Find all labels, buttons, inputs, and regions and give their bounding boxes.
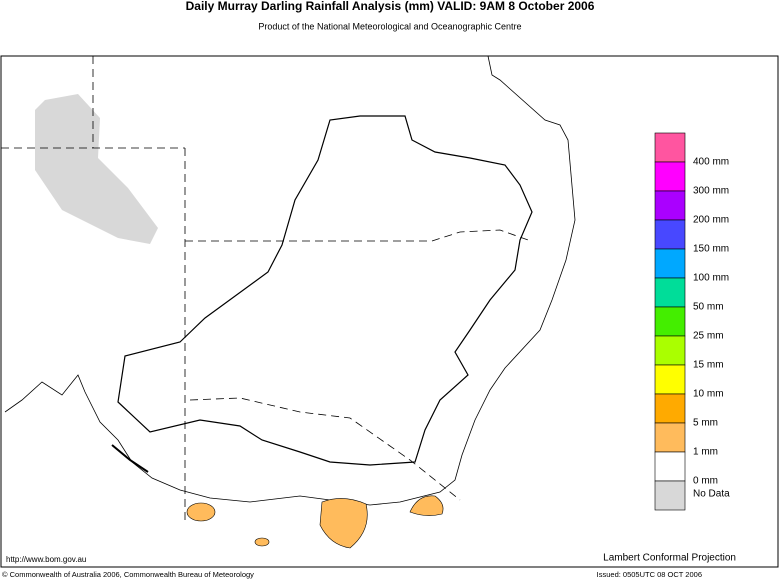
legend-label: 150 mm — [693, 244, 729, 255]
legend-swatch — [654, 335, 686, 366]
legend-label: 5 mm — [693, 418, 718, 429]
legend-swatch — [654, 364, 686, 395]
legend-swatch — [654, 422, 686, 453]
legend-swatch — [654, 306, 686, 337]
legend-label: 10 mm — [693, 389, 724, 400]
legend-label: 15 mm — [693, 360, 724, 371]
legend-swatch — [654, 132, 686, 163]
legend-label: 0 mm — [693, 476, 718, 487]
map-frame — [0, 55, 779, 568]
subtitle: Product of the National Meteorological a… — [258, 21, 521, 31]
legend-label: 1 mm — [693, 447, 718, 458]
state-borders — [1, 56, 529, 520]
legend-label: No Data — [693, 489, 730, 500]
legend-label: 400 mm — [693, 157, 729, 168]
river-mouth — [111, 444, 149, 473]
legend-label: 25 mm — [693, 331, 724, 342]
legend-swatch — [654, 190, 686, 221]
title: Daily Murray Darling Rainfall Analysis (… — [186, 0, 595, 13]
legend-swatch — [654, 480, 686, 511]
copyright: © Commonwealth of Australia 2006, Common… — [2, 570, 254, 579]
legend: 400 mm 300 mm 200 mm 150 mm 100 mm 50 mm 25 mm… — [654, 132, 730, 511]
legend-label: 100 mm — [693, 273, 729, 284]
projection-note: Lambert Conformal Projection — [603, 553, 736, 564]
legend-swatch — [654, 161, 686, 192]
legend-swatch — [654, 277, 686, 308]
legend-label: 300 mm — [693, 186, 729, 197]
rainfall-areas — [186, 495, 444, 549]
legend-swatch — [654, 393, 686, 424]
legend-swatch — [654, 219, 686, 250]
coastline — [4, 55, 576, 506]
no-data-area — [35, 94, 158, 244]
legend-swatch — [654, 248, 686, 279]
legend-label: 50 mm — [693, 302, 724, 313]
issued-time: Issued: 0505UTC 08 OCT 2006 — [597, 570, 702, 579]
legend-label: 200 mm — [693, 215, 729, 226]
legend-swatch — [654, 451, 686, 482]
basin-boundary — [117, 115, 533, 466]
source-url: http://www.bom.gov.au — [6, 555, 86, 564]
